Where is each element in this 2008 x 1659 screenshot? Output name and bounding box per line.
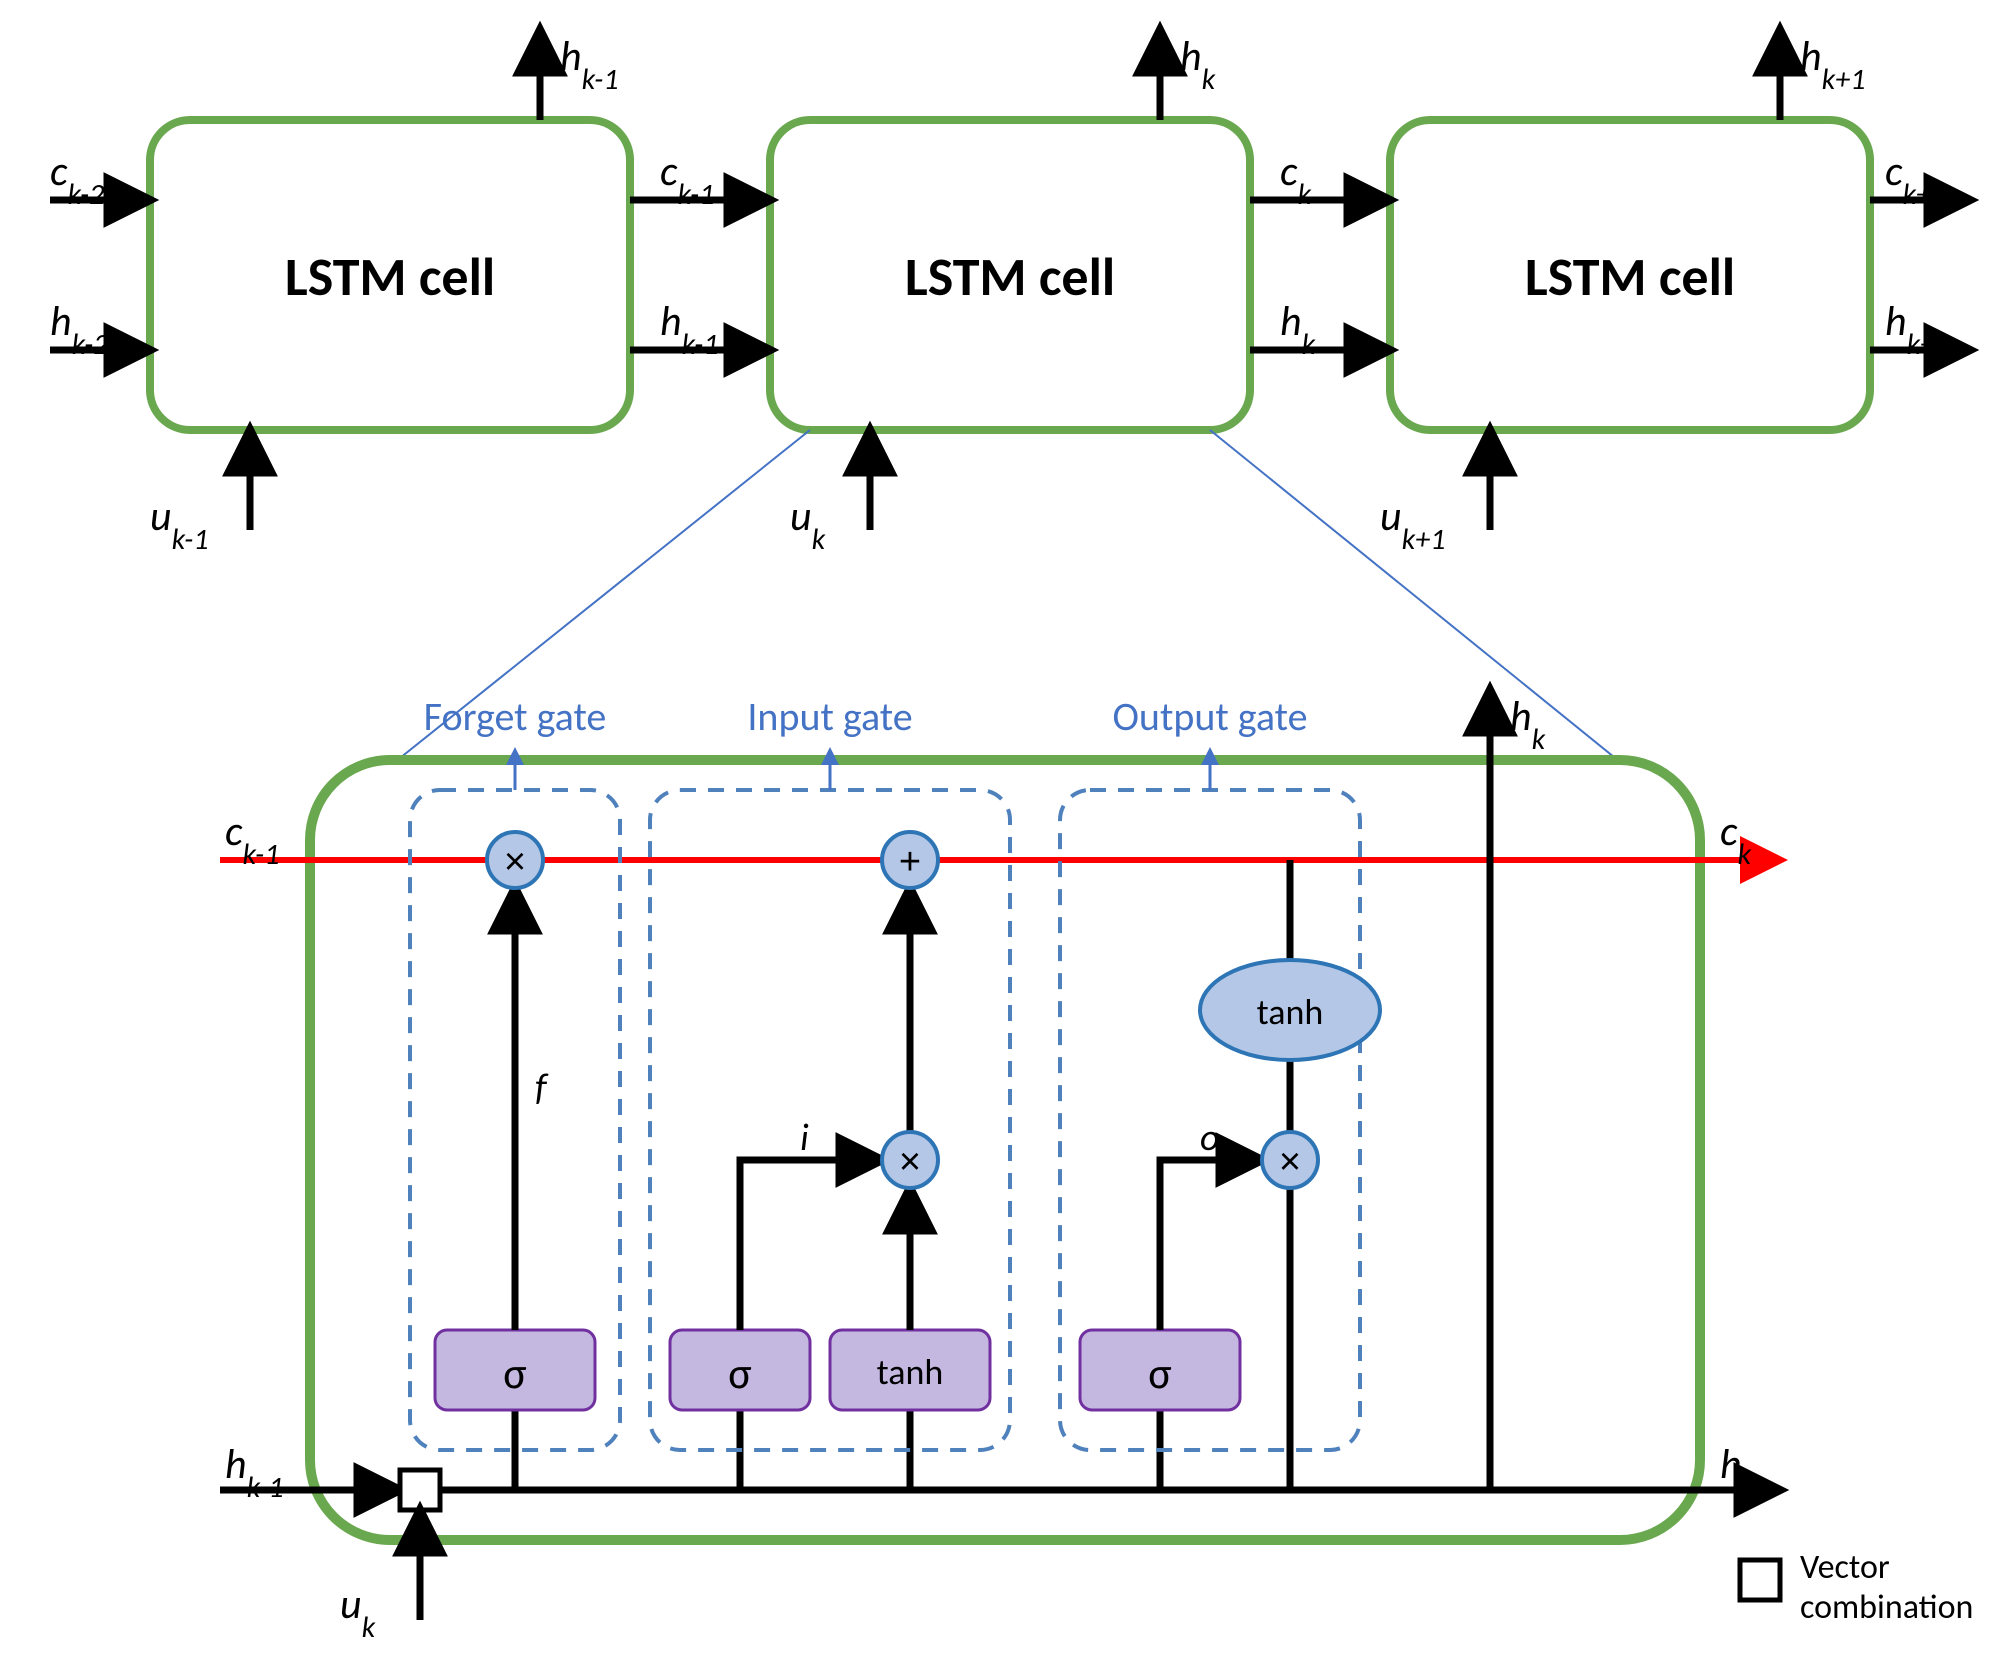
svg-text:uk-1: uk-1 (150, 491, 209, 558)
detail-h-top-label: hk (1510, 691, 1546, 758)
svg-text:×: × (1279, 1141, 1301, 1183)
input-gate-label: Input gate (747, 692, 912, 741)
detail-h-out-label: hk (1720, 1439, 1756, 1506)
svg-text:×: × (899, 1141, 921, 1183)
svg-text:uk+1: uk+1 (1380, 491, 1445, 558)
svg-text:uk: uk (790, 491, 826, 558)
svg-text:+: + (899, 841, 921, 883)
forget-gate-label: Forget gate (424, 692, 607, 741)
lstm-cell-3-label: LSTM cell (1525, 244, 1735, 310)
legend: Vector combination (1740, 1547, 1973, 1628)
svg-text:hk-1: hk-1 (560, 31, 619, 98)
sigma-boxes: σ σ tanh σ (435, 1330, 1240, 1410)
svg-text:hk: hk (1180, 31, 1216, 98)
lstm-cell-2-label: LSTM cell (905, 244, 1115, 310)
detail-h-in-label: hk-1 (225, 1439, 284, 1506)
svg-text:combination: combination (1800, 1587, 1973, 1628)
top-row: LSTM cell LSTM cell LSTM cell (150, 120, 1870, 430)
svg-text:σ: σ (1148, 1346, 1171, 1400)
svg-text:tanh: tanh (877, 1350, 944, 1394)
svg-text:σ: σ (728, 1346, 751, 1400)
o-label: o (1200, 1115, 1220, 1161)
svg-text:σ: σ (503, 1346, 526, 1400)
i-label: i (800, 1115, 809, 1161)
lstm-cell-1-label: LSTM cell (285, 244, 495, 310)
svg-text:×: × (504, 841, 526, 883)
tanh-ellipse: tanh (1200, 960, 1380, 1060)
svg-text:Vector: Vector (1800, 1547, 1890, 1588)
output-gate-label: Output gate (1112, 692, 1307, 741)
svg-text:tanh: tanh (1257, 990, 1324, 1034)
detail-u-in-label: uk (340, 1579, 376, 1646)
svg-text:hk+1: hk+1 (1800, 31, 1865, 98)
